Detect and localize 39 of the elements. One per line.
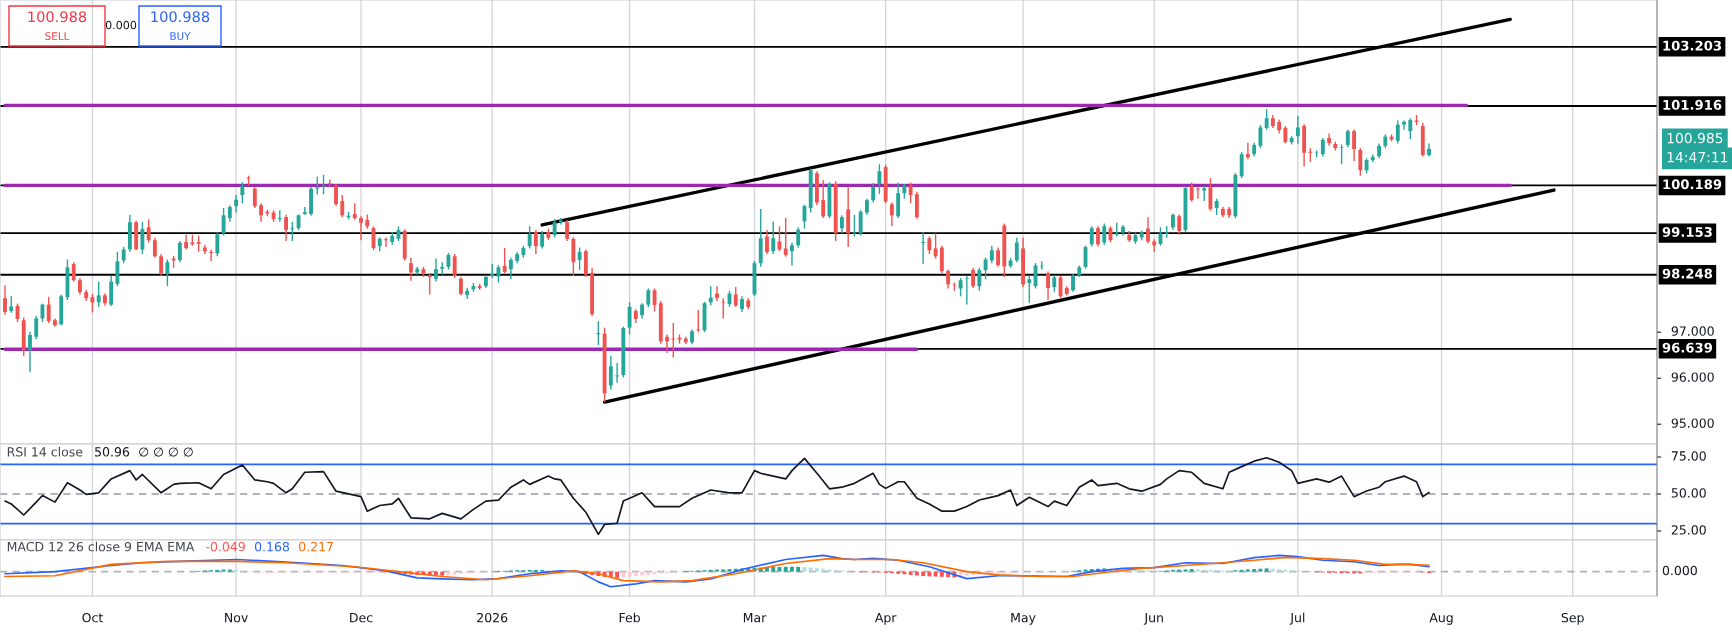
text: -0.049: [206, 541, 245, 552]
y-tick-label: 50.00: [1671, 488, 1706, 498]
ref-line-label: 101.916: [1663, 99, 1722, 110]
ref-line-label: 98.248: [1662, 268, 1713, 279]
annotation: SELL: [45, 32, 70, 41]
annotation: BUY: [170, 32, 191, 41]
x-tick-label: Aug: [1429, 613, 1453, 625]
y-tick-label: 95.000: [1671, 418, 1714, 428]
x-tick-label: Dec: [350, 613, 373, 623]
x-tick-label: Oct: [82, 612, 103, 623]
x-tick-label: 2026: [477, 612, 508, 623]
x-tick-label: Sep: [1561, 612, 1584, 625]
x-tick-label: Apr: [874, 613, 897, 625]
chart-title: MACD 12 26 close 9 EMA EMA: [7, 541, 195, 552]
ref-line-label: 99.153: [1662, 226, 1712, 237]
text: 0.168: [254, 541, 290, 552]
y-tick-label: 96.000: [1671, 372, 1714, 382]
text: 0.000: [1662, 565, 1697, 576]
ref-line-label: 103.203: [1663, 40, 1722, 51]
x-tick-label: Jul: [1289, 612, 1305, 625]
annotation: 0.000: [105, 20, 137, 30]
text: 14:47:11: [1667, 152, 1728, 163]
chart-title: RSI 14 close: [7, 446, 83, 457]
annotation: 50.96: [95, 447, 130, 457]
ref-line-label: 100.189: [1663, 179, 1722, 190]
x-tick-label: May: [1011, 613, 1036, 625]
x-tick-label: Feb: [619, 612, 640, 623]
annotation: ∅ ∅ ∅ ∅: [139, 447, 193, 457]
text: 0.217: [299, 541, 333, 552]
x-tick-label: Mar: [743, 613, 767, 623]
text: 100.985: [1667, 132, 1723, 144]
annotation: 100.988: [28, 11, 87, 23]
annotation: 100.988: [151, 11, 210, 23]
y-tick-label: 97.000: [1671, 326, 1714, 336]
y-tick-label: 75.00: [1671, 451, 1706, 461]
ref-line-label: 96.639: [1662, 342, 1713, 353]
y-tick-label: 25.00: [1671, 525, 1706, 535]
x-tick-label: Jun: [1143, 613, 1163, 625]
x-tick-label: Nov: [225, 613, 248, 623]
